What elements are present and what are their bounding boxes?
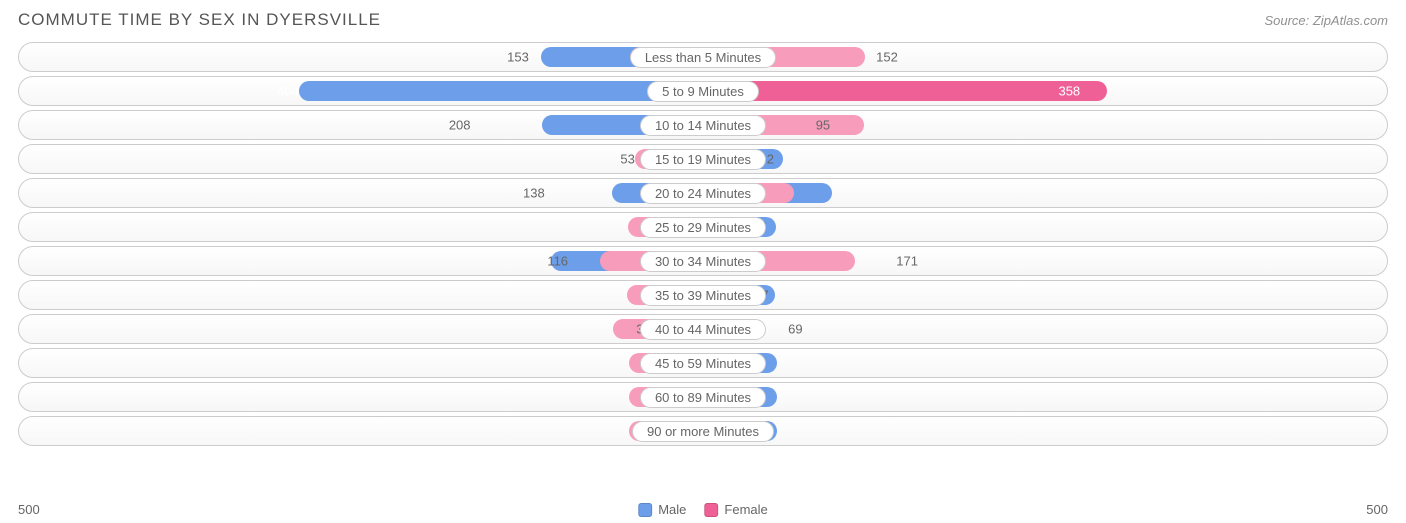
chart-row: 30 to 34 Minutes 116 171 — [18, 246, 1388, 276]
category-label: 15 to 19 Minutes — [640, 149, 766, 170]
chart-row: 35 to 39 Minutes1137 — [18, 280, 1388, 310]
category-label: 25 to 29 Minutes — [640, 217, 766, 238]
male-value: 138 — [523, 186, 545, 201]
axis-left-max: 500 — [18, 502, 40, 517]
chart-row: 40 to 44 Minutes3869 — [18, 314, 1388, 344]
chart-source: Source: ZipAtlas.com — [1264, 13, 1388, 28]
male-value: 404 — [277, 84, 299, 99]
category-label: 90 or more Minutes — [632, 421, 774, 442]
female-value: 69 — [788, 322, 802, 337]
chart-row: 20 to 24 Minutes13828 — [18, 178, 1388, 208]
chart-row: Less than 5 Minutes 153 152 — [18, 42, 1388, 72]
category-label: 60 to 89 Minutes — [640, 387, 766, 408]
legend-item-male: Male — [638, 502, 686, 517]
chart-row: 45 to 59 Minutes1122 — [18, 348, 1388, 378]
chart-title: COMMUTE TIME BY SEX IN DYERSVILLE — [18, 10, 381, 30]
chart-row: 90 or more Minutes57 — [18, 416, 1388, 446]
female-value: 171 — [896, 254, 918, 269]
male-value: 208 — [449, 118, 471, 133]
category-label: 10 to 14 Minutes — [640, 115, 766, 136]
category-label: 30 to 34 Minutes — [640, 251, 766, 272]
chart-footer: 500 Male Female 500 — [18, 502, 1388, 517]
category-label: 35 to 39 Minutes — [640, 285, 766, 306]
female-value: 95 — [816, 118, 830, 133]
category-label: Less than 5 Minutes — [630, 47, 776, 68]
male-swatch-icon — [638, 503, 652, 517]
legend-label-female: Female — [724, 502, 767, 517]
legend: Male Female — [638, 502, 768, 517]
category-label: 40 to 44 Minutes — [640, 319, 766, 340]
female-value: 152 — [876, 50, 898, 65]
category-label: 20 to 24 Minutes — [640, 183, 766, 204]
chart-row: 15 to 19 Minutes5342 — [18, 144, 1388, 174]
chart-rows: Less than 5 Minutes 153 152 5 to 9 Minutes 4… — [18, 42, 1388, 446]
category-label: 45 to 59 Minutes — [640, 353, 766, 374]
male-value: 153 — [507, 50, 529, 65]
chart-row: 25 to 29 Minutes1935 — [18, 212, 1388, 242]
male-value: 116 — [547, 254, 568, 269]
female-value: 358 — [1058, 84, 1080, 99]
female-swatch-icon — [704, 503, 718, 517]
chart-row: 10 to 14 Minutes 208 95 — [18, 110, 1388, 140]
legend-label-male: Male — [658, 502, 686, 517]
chart-row: 60 to 89 Minutes180 — [18, 382, 1388, 412]
chart-row: 5 to 9 Minutes 404 358 — [18, 76, 1388, 106]
legend-item-female: Female — [704, 502, 767, 517]
axis-right-max: 500 — [1366, 502, 1388, 517]
male-value: 53 — [620, 152, 634, 167]
category-label: 5 to 9 Minutes — [647, 81, 759, 102]
